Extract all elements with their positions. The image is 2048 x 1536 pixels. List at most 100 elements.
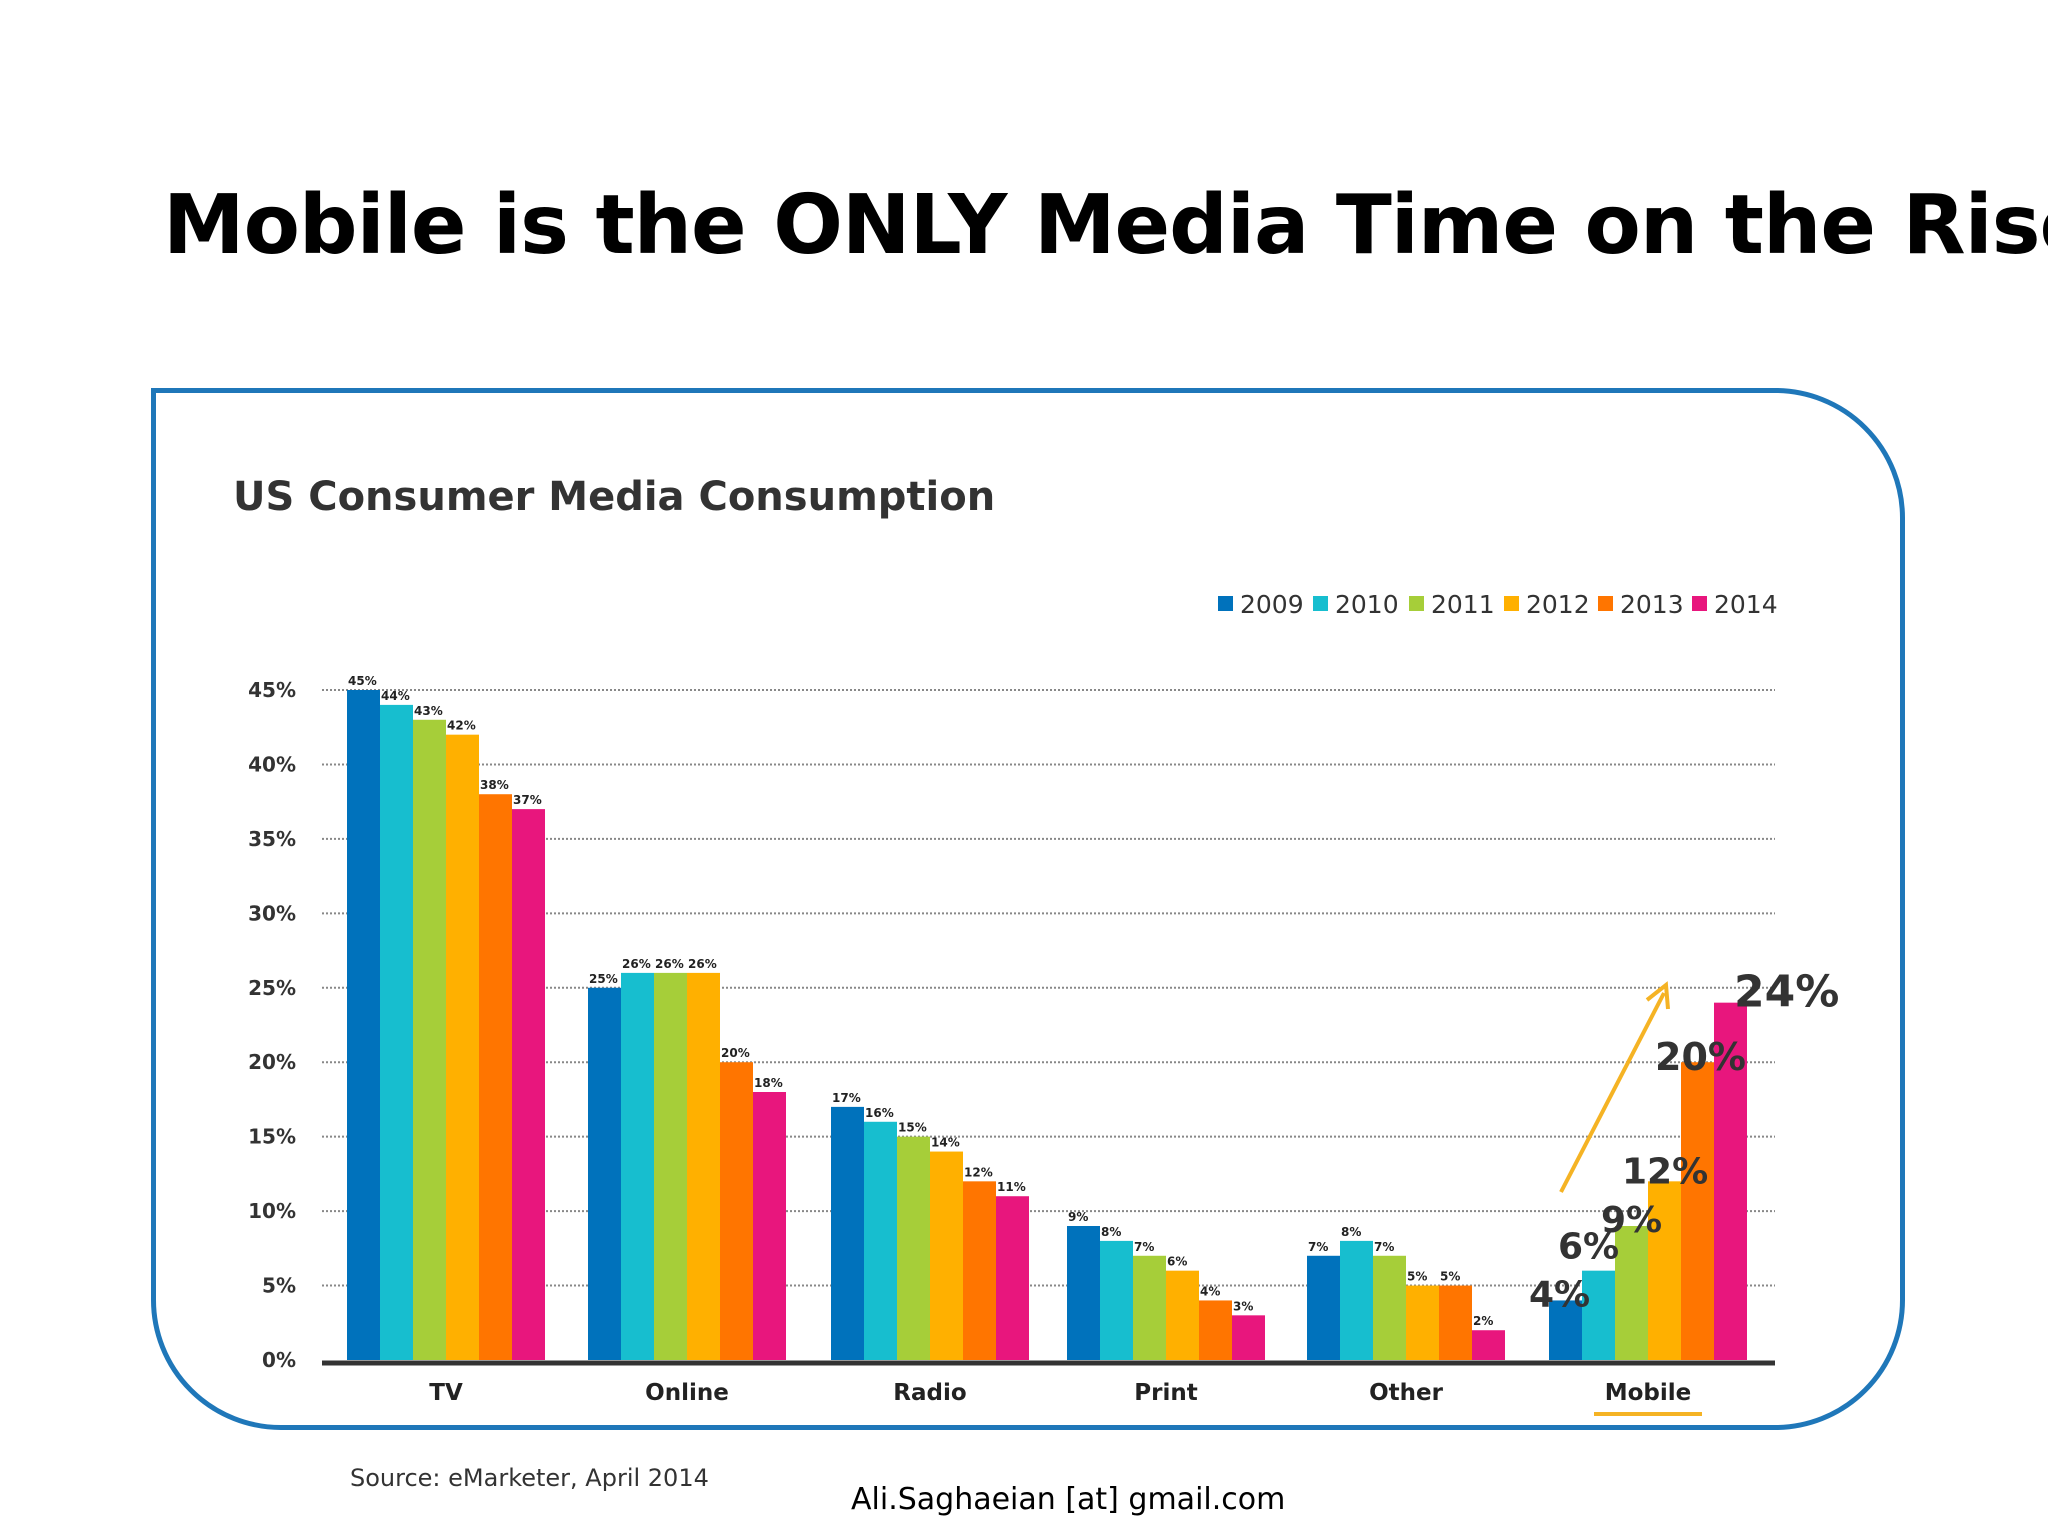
trend-arrow-icon <box>1559 992 1666 1193</box>
bar-online-2014 <box>753 1092 786 1360</box>
value-label: 38% <box>480 778 509 792</box>
bars <box>347 690 1747 1360</box>
bar-radio-2014 <box>996 1196 1029 1360</box>
bar-other-2013 <box>1439 1285 1472 1360</box>
value-label: 26% <box>655 957 684 971</box>
bar-mobile-2010 <box>1582 1270 1615 1360</box>
value-label: 17% <box>832 1091 861 1105</box>
value-label: 11% <box>997 1180 1026 1194</box>
value-label: 26% <box>622 957 651 971</box>
legend-swatch-2012 <box>1504 596 1519 611</box>
bar-radio-2010 <box>864 1121 897 1360</box>
bar-print-2009 <box>1067 1226 1100 1360</box>
legend-label-2013: 2013 <box>1620 590 1684 619</box>
x-category-label: Online <box>645 1380 729 1406</box>
value-label: 37% <box>513 793 542 807</box>
value-label: 5% <box>1407 1270 1427 1284</box>
y-tick-label: 15% <box>248 1125 296 1149</box>
contact-email: Ali.Saghaeian [at] gmail.com <box>851 1482 1286 1517</box>
value-label: 8% <box>1101 1225 1121 1239</box>
bar-print-2012 <box>1166 1270 1199 1360</box>
bar-mobile-2013 <box>1681 1062 1714 1360</box>
slide-title: Mobile is the ONLY Media Time on the Ris… <box>163 178 2048 273</box>
legend: 2009 2010 2011 2012 2013 2014 <box>1218 590 1778 619</box>
bar-other-2012 <box>1406 1285 1439 1360</box>
y-tick-label: 20% <box>248 1050 296 1074</box>
bar-print-2010 <box>1100 1240 1133 1360</box>
value-label: 15% <box>898 1121 927 1135</box>
bar-radio-2009 <box>831 1106 864 1360</box>
bar-radio-2012 <box>930 1151 963 1360</box>
legend-swatch-2009 <box>1218 596 1233 611</box>
bar-other-2010 <box>1340 1240 1373 1360</box>
trend-arrow-head-icon <box>1645 981 1670 1010</box>
bar-mobile-2012 <box>1648 1181 1681 1360</box>
bar-tv-2012 <box>446 734 479 1360</box>
value-label: 2% <box>1473 1314 1493 1328</box>
value-label: 25% <box>589 972 618 986</box>
bar-tv-2011 <box>413 719 446 1360</box>
value-label: 7% <box>1308 1240 1328 1254</box>
bar-mobile-2014 <box>1714 1002 1747 1360</box>
y-tick-label: 35% <box>248 827 296 851</box>
legend-label-2010: 2010 <box>1335 590 1399 619</box>
value-label: 16% <box>865 1106 894 1120</box>
value-labels: 45% 44% 43% 42% 38% 37% 25% 26% 26% 26% 20% 18% 17% 1… <box>348 674 1839 1328</box>
bar-online-2011 <box>654 972 687 1360</box>
bar-online-2009 <box>588 987 621 1360</box>
bar-other-2009 <box>1307 1255 1340 1360</box>
y-tick-label: 25% <box>248 976 296 1000</box>
x-category-label: Mobile <box>1605 1380 1692 1406</box>
legend-label-2014: 2014 <box>1714 590 1778 619</box>
chart-frame <box>151 388 1905 1430</box>
value-label: 9% <box>1068 1210 1088 1224</box>
bar-mobile-2011 <box>1615 1226 1648 1360</box>
value-label: 45% <box>348 674 377 688</box>
bar-tv-2010 <box>380 704 413 1360</box>
value-label: 12% <box>964 1165 993 1179</box>
mobile-value-label: 6% <box>1558 1227 1619 1268</box>
x-category-label: Other <box>1369 1380 1444 1406</box>
value-label: 7% <box>1134 1240 1154 1254</box>
y-tick-label: 45% <box>248 678 296 702</box>
bar-mobile-2009 <box>1549 1300 1582 1360</box>
value-label: 43% <box>414 704 443 718</box>
x-axis: TV Online Radio Print Other Mobile <box>322 1360 1775 1416</box>
legend-label-2012: 2012 <box>1526 590 1590 619</box>
x-category-label: Radio <box>893 1380 966 1406</box>
value-label: 8% <box>1341 1225 1361 1239</box>
bar-print-2011 <box>1133 1255 1166 1360</box>
value-label: 42% <box>447 719 476 733</box>
bar-online-2010 <box>621 972 654 1360</box>
mobile-value-label: 4% <box>1529 1274 1590 1315</box>
value-label: 3% <box>1233 1299 1253 1313</box>
y-tick-label: 30% <box>248 901 296 925</box>
source-note: Source: eMarketer, April 2014 <box>350 1464 709 1492</box>
value-label: 5% <box>1440 1270 1460 1284</box>
legend-swatch-2011 <box>1409 596 1424 611</box>
value-label: 14% <box>931 1136 960 1150</box>
value-label: 44% <box>381 689 410 703</box>
bar-radio-2011 <box>897 1136 930 1360</box>
value-label: 18% <box>754 1076 783 1090</box>
chart-title: US Consumer Media Consumption <box>233 474 995 520</box>
value-label: 4% <box>1200 1284 1220 1298</box>
mobile-value-label: 24% <box>1734 967 1839 1018</box>
value-label: 7% <box>1374 1240 1394 1254</box>
x-category-label: Print <box>1134 1380 1197 1406</box>
bar-tv-2013 <box>479 794 512 1360</box>
legend-swatch-2013 <box>1598 596 1613 611</box>
y-tick-label: 5% <box>262 1274 296 1298</box>
mobile-value-label: 20% <box>1655 1035 1746 1079</box>
value-label: 26% <box>688 957 717 971</box>
bar-other-2011 <box>1373 1255 1406 1360</box>
annotations <box>1559 981 1670 1193</box>
value-label: 6% <box>1167 1255 1187 1269</box>
bar-tv-2014 <box>512 809 545 1360</box>
x-category-label: TV <box>429 1380 463 1406</box>
bar-radio-2013 <box>963 1181 996 1360</box>
y-axis: 0% 5% 10% 15% 20% 25% 30% 35% 40% 45% <box>248 678 296 1372</box>
bar-online-2012 <box>687 972 720 1360</box>
mobile-value-label: 12% <box>1622 1151 1708 1192</box>
y-tick-label: 40% <box>248 752 296 776</box>
